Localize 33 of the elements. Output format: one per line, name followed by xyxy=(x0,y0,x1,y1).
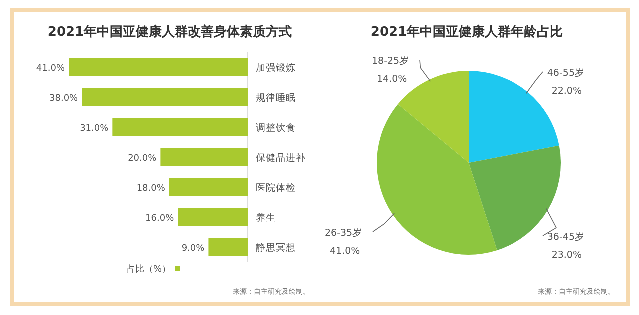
data-label: 23.0% xyxy=(552,250,582,261)
chart-title: 2021年中国亚健康人群改善身体素质方式 xyxy=(48,24,292,40)
data-label: 18.0% xyxy=(136,184,166,194)
pie-slice xyxy=(377,104,498,255)
bar xyxy=(82,88,248,106)
slice-label: 36-45岁 xyxy=(547,231,585,243)
chart-title: 2021年中国亚健康人群年龄占比 xyxy=(370,24,564,40)
y-tick-label: 规律睡眠 xyxy=(256,92,296,104)
y-tick-label: 调整饮食 xyxy=(256,122,296,134)
bar xyxy=(69,58,248,76)
data-label: 41.0% xyxy=(330,246,360,257)
bar xyxy=(208,238,248,256)
slice-label: 26-35岁 xyxy=(325,227,363,239)
data-label: 14.0% xyxy=(377,74,408,85)
y-tick-label: 保健品进补 xyxy=(256,152,306,164)
data-label: 16.0% xyxy=(146,214,175,224)
legend-label: 占比（%） xyxy=(126,264,171,275)
y-tick-label: 静思冥想 xyxy=(256,242,296,254)
data-label: 22.0% xyxy=(552,86,582,97)
bar xyxy=(169,178,248,196)
data-label: 31.0% xyxy=(80,124,110,134)
data-label: 41.0% xyxy=(36,64,66,74)
slice-label: 18-25岁 xyxy=(372,55,410,67)
data-label: 20.0% xyxy=(128,154,158,164)
y-tick-label: 加强锻炼 xyxy=(256,62,296,74)
data-label: 9.0% xyxy=(182,244,206,254)
bar xyxy=(160,148,248,166)
slice-label: 46-55岁 xyxy=(547,67,585,79)
data-label: 38.0% xyxy=(50,94,79,104)
bar xyxy=(112,118,248,136)
y-tick-label: 医院体检 xyxy=(256,182,296,194)
bar xyxy=(178,208,248,226)
y-tick-label: 养生 xyxy=(256,212,276,224)
